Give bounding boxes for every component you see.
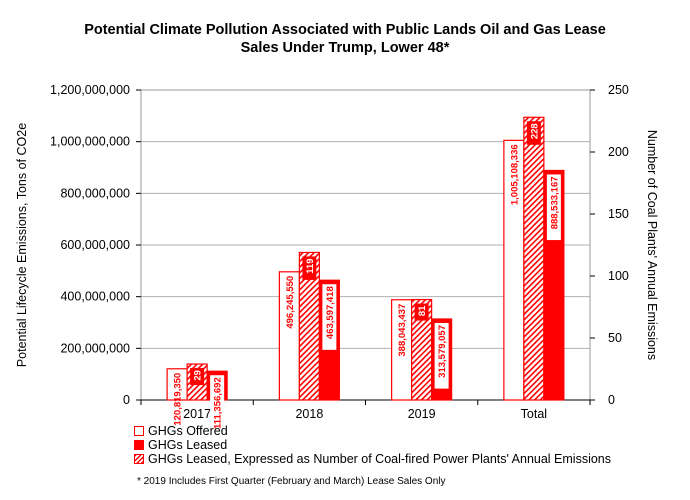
chart-title-line1: Potential Climate Pollution Associated w… <box>84 22 606 38</box>
legend-label-coal-plants: GHGs Leased, Expressed as Number of Coal… <box>148 452 612 466</box>
data-label-box-leased <box>210 375 225 441</box>
legend-item-offered: GHGs Offered <box>134 423 228 439</box>
y2-tick-label: 250 <box>608 83 629 97</box>
data-label-coal: 119 <box>305 258 316 273</box>
data-label-box-leased <box>546 174 561 241</box>
data-label-coal: 81 <box>417 305 428 316</box>
chart-title-line2: Sales Under Trump, Lower 48* <box>240 40 450 56</box>
data-label-offered: 388,043,437 <box>397 304 408 357</box>
data-label-coal: 228 <box>529 123 540 139</box>
x-tick-label: 2019 <box>408 407 436 421</box>
data-label-offered: 1,005,108,336 <box>509 144 520 205</box>
x-tick-label: 2017 <box>183 407 211 421</box>
y-tick-label: 1,200,000,000 <box>50 83 130 97</box>
x-tick-label: 2018 <box>295 407 323 421</box>
data-label-leased: 111,356,692 <box>213 377 224 429</box>
legend-swatch-coal-plants <box>134 454 144 464</box>
data-label-leased: 888,533,167 <box>549 176 560 229</box>
data-label-box-coal <box>302 256 317 280</box>
data-label-box-coal <box>190 368 205 386</box>
y2-tick-label: 50 <box>608 331 622 345</box>
y2-tick-label: 150 <box>608 207 629 221</box>
y2-tick-label: 0 <box>608 393 615 407</box>
data-label-box-leased <box>322 284 337 350</box>
y2-tick-label: 200 <box>608 145 629 159</box>
y-tick-label: 800,000,000 <box>60 186 130 200</box>
data-label-leased: 463,597,418 <box>325 286 336 339</box>
x-tick-label: Total <box>521 407 547 421</box>
y-axis-title: Potential Lifecycle Emissions, Tons of C… <box>15 123 29 367</box>
data-label-box-coal <box>414 303 429 321</box>
data-label-coal: 29 <box>193 370 204 381</box>
legend-label-leased: GHGs Leased <box>148 438 228 452</box>
y-tick-label: 600,000,000 <box>60 238 130 252</box>
data-label-box-leased <box>434 322 449 389</box>
y-tick-label: 1,000,000,000 <box>50 135 130 149</box>
bar-coal-plants <box>523 116 545 401</box>
y2-axis-title: Number of Coal Plants' Annual Emissions <box>645 130 659 360</box>
y-tick-label: 400,000,000 <box>60 290 130 304</box>
y-tick-label: 200,000,000 <box>60 341 130 355</box>
footnote: * 2019 Includes First Quarter (February … <box>137 476 446 487</box>
data-label-box-coal <box>526 121 541 145</box>
legend-item-coal-plants: GHGs Leased, Expressed as Number of Coal… <box>134 451 611 467</box>
legend-label-offered: GHGs Offered <box>148 424 228 438</box>
data-label-offered: 120,819,350 <box>173 373 184 426</box>
legend-item-leased: GHGs Leased <box>134 437 227 453</box>
data-label-leased: 313,579,057 <box>437 325 448 378</box>
y-tick-label: 0 <box>123 393 130 407</box>
y2-tick-label: 100 <box>608 269 629 283</box>
legend-swatch-offered <box>134 426 144 436</box>
legend-swatch-leased <box>134 440 144 450</box>
data-label-offered: 496,245,550 <box>285 276 296 329</box>
